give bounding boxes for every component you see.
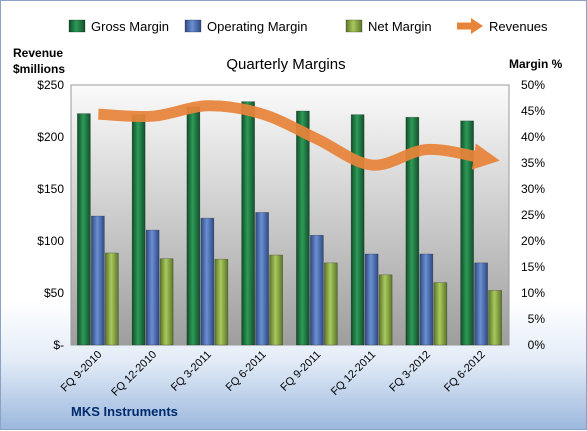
revenue-line-layer bbox=[98, 100, 500, 171]
category-label: FQ 6-2011 bbox=[224, 349, 269, 394]
right-axis: 0% 5% 10% 15% 20% 25% 30% 35% 40% 45% 50% bbox=[521, 78, 545, 352]
gross-margin-bar bbox=[296, 110, 310, 346]
net-margin-bar bbox=[159, 258, 174, 346]
legend-label: Operating Margin bbox=[207, 19, 307, 34]
gross-margin-bar bbox=[405, 116, 420, 346]
legend: Gross Margin Operating Margin Net Margin Re… bbox=[68, 18, 548, 34]
right-tick-label: 15% bbox=[521, 260, 545, 274]
right-tick-label: 45% bbox=[521, 104, 545, 118]
left-axis-title-line1: Revenue bbox=[13, 46, 63, 60]
left-tick-label: $100 bbox=[37, 234, 64, 248]
category-label: FQ 9-2011 bbox=[278, 349, 323, 394]
legend-label: Net Margin bbox=[368, 19, 432, 34]
right-tick-label: 10% bbox=[521, 286, 545, 300]
left-tick-label: $- bbox=[53, 338, 64, 352]
legend-label: Gross Margin bbox=[91, 19, 169, 34]
category-axis: FQ 9-2010 FQ 12-2010 FQ 3-2011 FQ 6-2011 FQ … bbox=[59, 349, 488, 399]
right-tick-label: 25% bbox=[521, 208, 545, 222]
net-margin-bar bbox=[269, 254, 283, 346]
gross-margin-bar bbox=[77, 113, 91, 346]
operating-margin-bar bbox=[419, 253, 434, 346]
footer-company: MKS Instruments bbox=[71, 404, 178, 419]
left-tick-label: $50 bbox=[44, 286, 64, 300]
left-axis: $- $50 $100 $150 $200 $250 bbox=[37, 78, 64, 352]
net-margin-bar bbox=[214, 258, 229, 346]
right-tick-label: 0% bbox=[528, 338, 546, 352]
category-label: FQ 9-2010 bbox=[59, 349, 105, 395]
gross-margin-bar bbox=[131, 114, 146, 346]
gross-margin-bar bbox=[241, 101, 255, 346]
right-tick-label: 5% bbox=[528, 312, 546, 326]
net-margin-bar bbox=[324, 262, 338, 346]
category-label: FQ 12-2011 bbox=[329, 349, 378, 398]
net-margin-bar bbox=[378, 274, 393, 346]
right-tick-label: 35% bbox=[521, 156, 545, 170]
legend-arrow bbox=[471, 18, 483, 34]
revenues-line bbox=[98, 100, 500, 171]
operating-margin-bar bbox=[255, 212, 269, 346]
operating-margin-bar bbox=[364, 253, 379, 346]
bars bbox=[77, 101, 502, 346]
net-margin-bar bbox=[433, 282, 448, 346]
category-label: FQ 3-2012 bbox=[387, 349, 433, 395]
operating-margin-bar bbox=[310, 234, 324, 346]
net-margin-bar bbox=[488, 290, 502, 346]
operating-margin-bar bbox=[91, 215, 105, 346]
category-label: FQ 12-2010 bbox=[109, 349, 159, 399]
legend-swatch bbox=[184, 19, 202, 33]
right-axis-title: Margin % bbox=[509, 57, 563, 71]
operating-margin-bar bbox=[200, 217, 215, 346]
net-margin-bar bbox=[105, 252, 119, 346]
left-axis-title-line2: $millions bbox=[13, 62, 65, 76]
legend-label: Revenues bbox=[489, 19, 548, 34]
legend-swatch bbox=[345, 19, 363, 33]
chart-title: Quarterly Margins bbox=[226, 56, 345, 73]
right-tick-label: 30% bbox=[521, 182, 545, 196]
gross-margin-bar bbox=[460, 120, 474, 346]
left-tick-label: $200 bbox=[37, 130, 64, 144]
operating-margin-bar bbox=[474, 262, 488, 346]
right-tick-label: 20% bbox=[521, 234, 545, 248]
category-label: FQ 6-2012 bbox=[442, 349, 488, 395]
right-tick-label: 40% bbox=[521, 130, 545, 144]
gross-margin-bar bbox=[186, 106, 201, 346]
operating-margin-bar bbox=[145, 229, 160, 346]
legend-swatch bbox=[68, 19, 86, 33]
left-tick-label: $150 bbox=[37, 182, 64, 196]
right-tick-label: 50% bbox=[521, 78, 545, 92]
left-tick-label: $250 bbox=[37, 78, 64, 92]
gross-margin-bar bbox=[350, 114, 365, 346]
category-label: FQ 3-2011 bbox=[169, 349, 214, 394]
